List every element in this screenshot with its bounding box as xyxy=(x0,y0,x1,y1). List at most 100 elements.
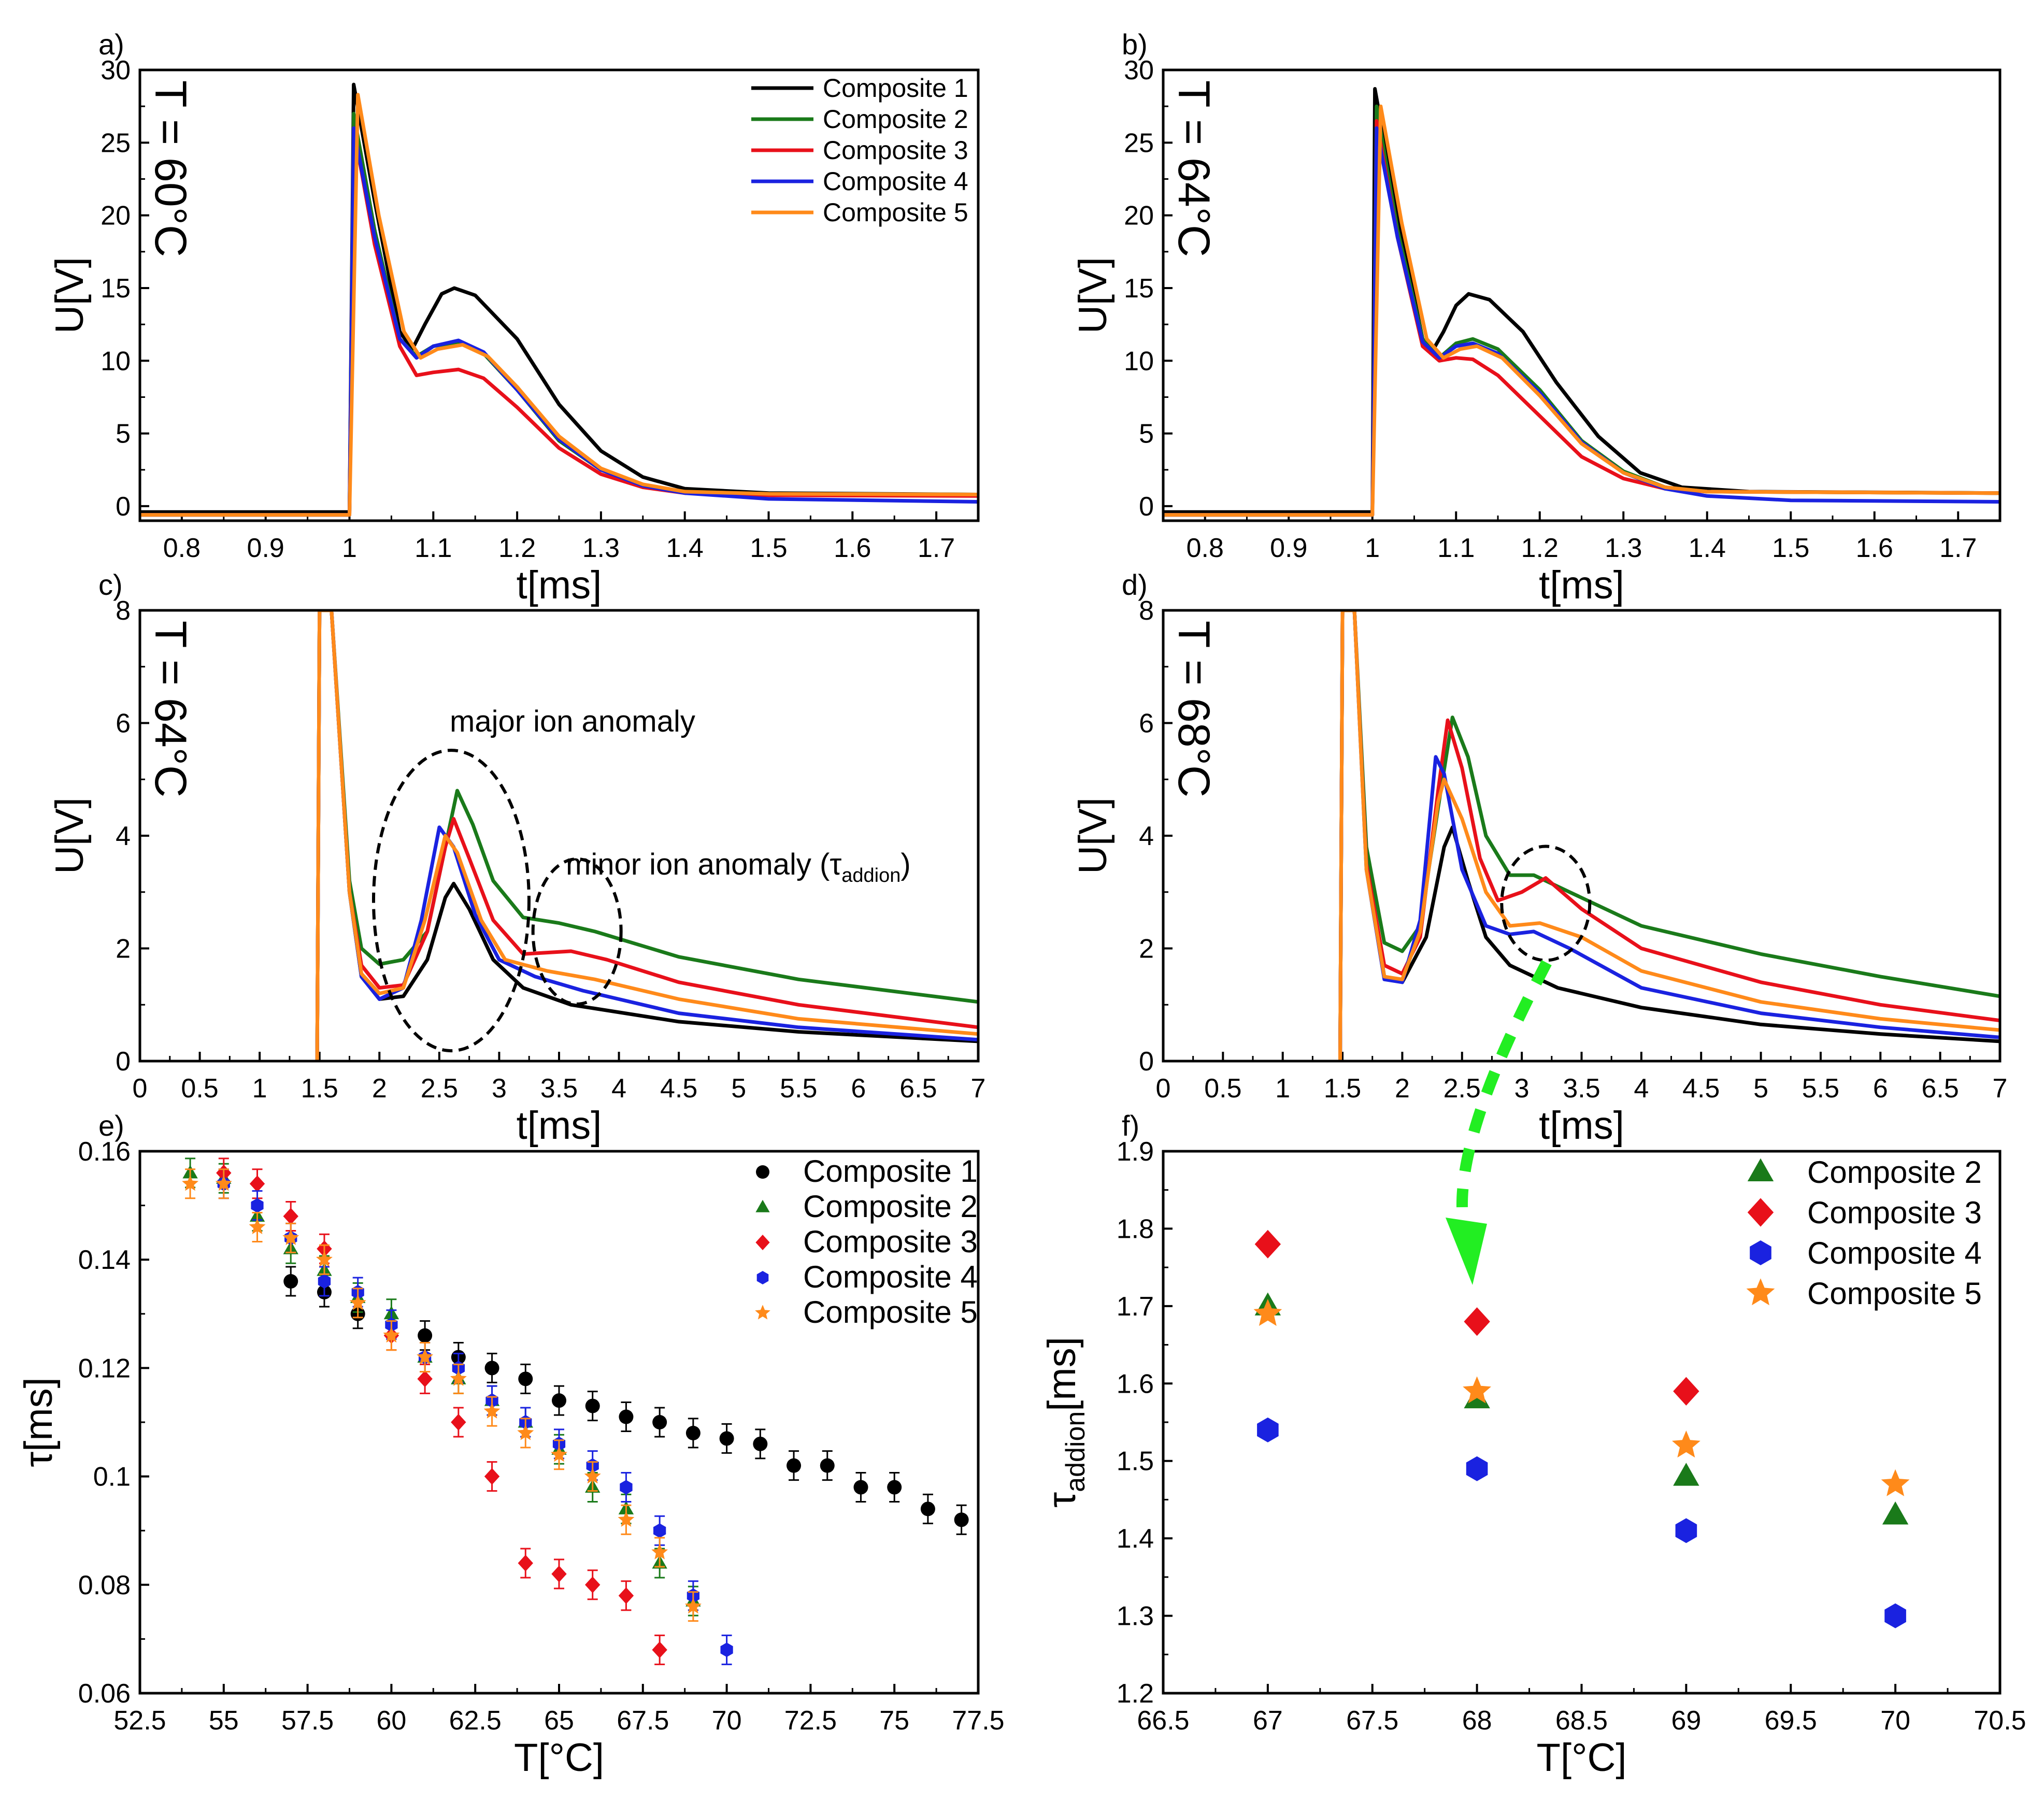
data-point xyxy=(551,1446,567,1462)
y-tick-label: 0 xyxy=(116,492,131,522)
y-tick-label: 5 xyxy=(1139,419,1154,449)
data-point xyxy=(585,1398,600,1413)
series-line-5 xyxy=(1338,610,2000,1061)
y-tick-label: 4 xyxy=(1139,821,1154,851)
data-point xyxy=(1675,1518,1697,1543)
x-tick-label: 72.5 xyxy=(784,1706,837,1736)
y-tick-label: 20 xyxy=(101,201,131,231)
data-point xyxy=(518,1371,533,1386)
x-tick-label: 0.9 xyxy=(247,533,284,563)
temperature-label: T = 60°C xyxy=(146,80,195,257)
data-point xyxy=(584,1467,601,1484)
panel-letter: b) xyxy=(1122,28,1148,61)
legend-label: Composite 4 xyxy=(803,1260,978,1294)
x-tick-label: 0 xyxy=(133,1074,148,1104)
minor-anomaly-text: minor ion anomaly (τ xyxy=(566,848,841,881)
x-tick-label: 4 xyxy=(1634,1074,1649,1104)
x-axis-title: t[ms] xyxy=(517,1104,602,1148)
legend-marker-3 xyxy=(755,1235,770,1250)
y-tick-label: 30 xyxy=(1124,55,1154,85)
plot-area xyxy=(1163,87,2000,517)
y-tick-label: 0 xyxy=(1139,1047,1154,1077)
x-tick-label: 5 xyxy=(731,1074,746,1104)
x-tick-label: 1.4 xyxy=(1689,533,1726,563)
y-axis-title: τaddion[ms] xyxy=(1040,1337,1091,1508)
y-tick-label: 0.16 xyxy=(78,1137,131,1167)
y-tick-label: 1.5 xyxy=(1117,1447,1154,1477)
series-line-5 xyxy=(1163,104,2000,517)
data-point xyxy=(1673,1463,1699,1486)
x-tick-label: 1 xyxy=(1365,533,1380,563)
x-tick-label: 0.9 xyxy=(1270,533,1307,563)
x-tick-label: 1 xyxy=(1275,1074,1290,1104)
arrow-head xyxy=(1446,1218,1487,1285)
y-tick-label: 2 xyxy=(116,934,131,964)
x-tick-label: 1.1 xyxy=(414,533,452,563)
plot-frame xyxy=(138,1150,980,1695)
data-point xyxy=(484,1468,500,1485)
data-point xyxy=(551,1565,567,1582)
x-axis-title: t[ms] xyxy=(1539,563,1624,607)
legend-label: Composite 2 xyxy=(1807,1155,1982,1190)
y-tick-label: 0 xyxy=(116,1047,131,1077)
data-point xyxy=(920,1501,935,1517)
data-point xyxy=(349,1294,366,1310)
data-point xyxy=(853,1480,868,1495)
legend-label: Composite 3 xyxy=(1807,1195,1982,1230)
legend-label: Composite 2 xyxy=(823,105,968,134)
data-point xyxy=(517,1424,534,1440)
legend-label: Composite 1 xyxy=(823,74,968,103)
x-tick-label: 7 xyxy=(1993,1074,2008,1104)
legend-label: Composite 4 xyxy=(1807,1236,1982,1270)
y-tick-label: 10 xyxy=(101,346,131,376)
x-tick-label: 70 xyxy=(712,1706,742,1736)
x-axis-title: T[°C] xyxy=(1537,1736,1627,1780)
y-tick-label: 1.4 xyxy=(1117,1524,1154,1554)
data-point xyxy=(215,1175,232,1191)
y-tick-label: 0.06 xyxy=(78,1679,131,1709)
x-tick-label: 69 xyxy=(1671,1706,1701,1736)
x-tick-label: 55 xyxy=(209,1706,239,1736)
y-tick-label: 1.8 xyxy=(1117,1214,1154,1244)
series-line-5 xyxy=(315,610,978,1061)
data-point xyxy=(552,1393,566,1408)
y-axis-title-unit: [ms] xyxy=(1040,1337,1084,1411)
x-axis-title: T[°C] xyxy=(514,1736,604,1780)
panel-d: d) 0 0.5 1 1.5 2 2.5 3 3.5 4 4.5 5 5.5 6 6.5 7 0 2 4 6 8 t[ms… xyxy=(1071,568,2007,1148)
plot-area xyxy=(182,1157,969,1665)
x-tick-label: 1.5 xyxy=(750,533,787,563)
x-tick-label: 3.5 xyxy=(540,1074,578,1104)
plot-frame xyxy=(1162,1150,2002,1695)
data-point xyxy=(283,1208,298,1225)
data-point xyxy=(1466,1456,1488,1481)
y-axis-title: τ[ms] xyxy=(17,1377,61,1467)
x-tick-label: 1.5 xyxy=(1324,1074,1361,1104)
legend-label: Composite 5 xyxy=(803,1295,978,1329)
x-tick-label: 2 xyxy=(372,1074,387,1104)
x-tick-label: 1.3 xyxy=(1605,533,1642,563)
x-tick-label: 1.5 xyxy=(301,1074,338,1104)
y-tick-label: 15 xyxy=(101,274,131,304)
data-point xyxy=(383,1326,400,1343)
x-tick-label: 6 xyxy=(851,1074,866,1104)
major-anomaly-label: major ion anomaly xyxy=(450,705,695,738)
data-point xyxy=(249,1175,265,1192)
x-tick-label: 6.5 xyxy=(899,1074,937,1104)
data-point xyxy=(651,1543,668,1560)
plot-frame xyxy=(1162,68,2002,522)
data-point xyxy=(653,1523,666,1538)
x-tick-label: 7 xyxy=(971,1074,986,1104)
temperature-label: T = 64°C xyxy=(146,621,195,797)
y-tick-label: 25 xyxy=(1124,128,1154,158)
legend-marker-5 xyxy=(1746,1278,1775,1306)
y-tick-label: 2 xyxy=(1139,934,1154,964)
y-tick-label: 5 xyxy=(116,419,131,449)
y-tick-label: 0.1 xyxy=(93,1462,131,1492)
arrow-shaft xyxy=(1456,960,1552,1208)
y-tick-label: 4 xyxy=(116,821,131,851)
data-point xyxy=(618,1587,634,1604)
y-tick-label: 0.08 xyxy=(78,1570,131,1600)
y-tick-label: 1.2 xyxy=(1117,1679,1154,1709)
y-tick-label: 1.6 xyxy=(1117,1369,1154,1399)
x-tick-label: 3 xyxy=(1514,1074,1530,1104)
